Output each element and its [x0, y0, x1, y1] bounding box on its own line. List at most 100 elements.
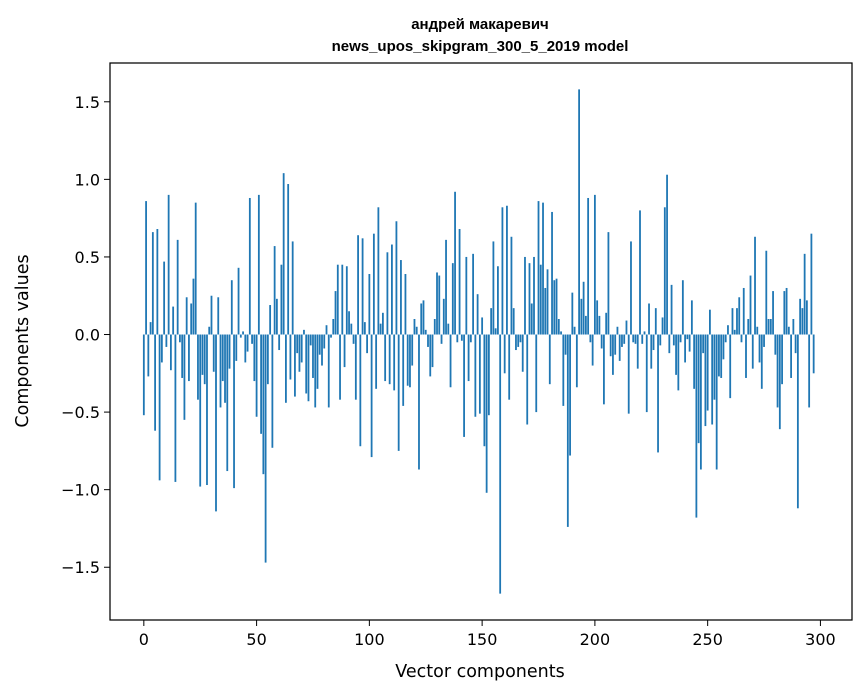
bar: [733, 329, 736, 335]
bar: [154, 334, 156, 431]
x-tick-label: 50: [246, 630, 266, 649]
bar: [298, 334, 301, 372]
bar: [165, 334, 168, 347]
bar: [557, 319, 560, 335]
bar: [230, 280, 233, 335]
bar: [433, 319, 436, 335]
chart-title-line2: news_upos_skipgram_300_5_2019 model: [332, 38, 629, 55]
bar: [190, 303, 193, 335]
bar: [560, 331, 562, 335]
bar: [303, 329, 305, 335]
bar: [375, 334, 378, 389]
y-tick-label: 1.5: [75, 93, 100, 112]
bar: [158, 334, 161, 481]
bar: [652, 334, 655, 351]
bar: [330, 334, 332, 338]
bar: [645, 334, 648, 413]
bar: [727, 325, 729, 335]
y-tick-label: 0.0: [75, 326, 100, 345]
bar: [436, 272, 438, 335]
bar: [765, 250, 768, 335]
bar: [388, 334, 391, 385]
bar: [767, 319, 770, 335]
bar: [686, 334, 689, 340]
bar: [291, 241, 294, 335]
bar: [747, 319, 750, 335]
bar: [582, 281, 585, 335]
bar: [199, 334, 202, 487]
bar: [163, 261, 166, 335]
bar: [472, 253, 474, 335]
bar: [530, 303, 533, 335]
bar: [598, 315, 601, 335]
bar: [280, 264, 283, 335]
bar: [418, 334, 420, 470]
bar: [174, 334, 177, 482]
bar: [781, 334, 783, 385]
bar: [246, 334, 249, 352]
bar: [483, 334, 486, 447]
bar: [147, 334, 150, 377]
bar: [278, 334, 281, 351]
bar: [499, 334, 502, 594]
bar: [688, 334, 691, 352]
bar: [181, 334, 184, 378]
bar: [145, 201, 147, 335]
bar: [776, 334, 779, 408]
bar: [260, 334, 262, 434]
bar: [316, 334, 319, 389]
bar: [605, 312, 608, 335]
bar: [618, 334, 621, 361]
bar: [648, 303, 650, 335]
bar: [237, 267, 240, 335]
bar: [445, 239, 447, 335]
bar: [709, 309, 711, 335]
bar: [377, 207, 380, 335]
bar: [391, 244, 393, 335]
bar: [406, 334, 409, 386]
bar: [460, 334, 463, 341]
bar: [289, 334, 292, 380]
x-tick-label: 250: [692, 630, 723, 649]
bar: [431, 334, 434, 368]
bar: [751, 334, 754, 369]
bar: [639, 210, 641, 335]
bar: [524, 256, 526, 335]
bar: [555, 278, 558, 335]
bar: [257, 194, 260, 335]
bar: [210, 295, 213, 335]
bar: [397, 334, 400, 451]
bar: [670, 284, 673, 335]
bar: [600, 334, 603, 349]
bar: [156, 229, 159, 335]
bar: [724, 334, 727, 343]
bar: [519, 334, 522, 343]
bar: [224, 334, 226, 403]
bar: [506, 205, 508, 335]
bar: [172, 306, 175, 335]
plot-frame: [109, 62, 853, 621]
bar: [160, 334, 163, 363]
bar: [325, 325, 328, 335]
y-tick-label: −0.5: [61, 403, 100, 422]
bar: [715, 334, 718, 470]
bar: [749, 275, 752, 335]
bar: [228, 334, 231, 369]
bar: [539, 264, 542, 335]
bar: [672, 334, 675, 346]
bar: [632, 334, 635, 343]
bar: [584, 315, 587, 335]
bar: [535, 334, 538, 413]
bar: [275, 298, 278, 335]
bar: [361, 238, 364, 335]
bar: [307, 334, 310, 402]
bar: [370, 334, 373, 458]
bar: [799, 298, 802, 335]
y-axis-label: Components values: [13, 254, 33, 427]
bar: [233, 334, 235, 489]
bar: [318, 334, 321, 355]
bar: [429, 334, 432, 377]
bar: [454, 191, 456, 335]
bar: [465, 256, 468, 335]
bar: [467, 334, 470, 382]
